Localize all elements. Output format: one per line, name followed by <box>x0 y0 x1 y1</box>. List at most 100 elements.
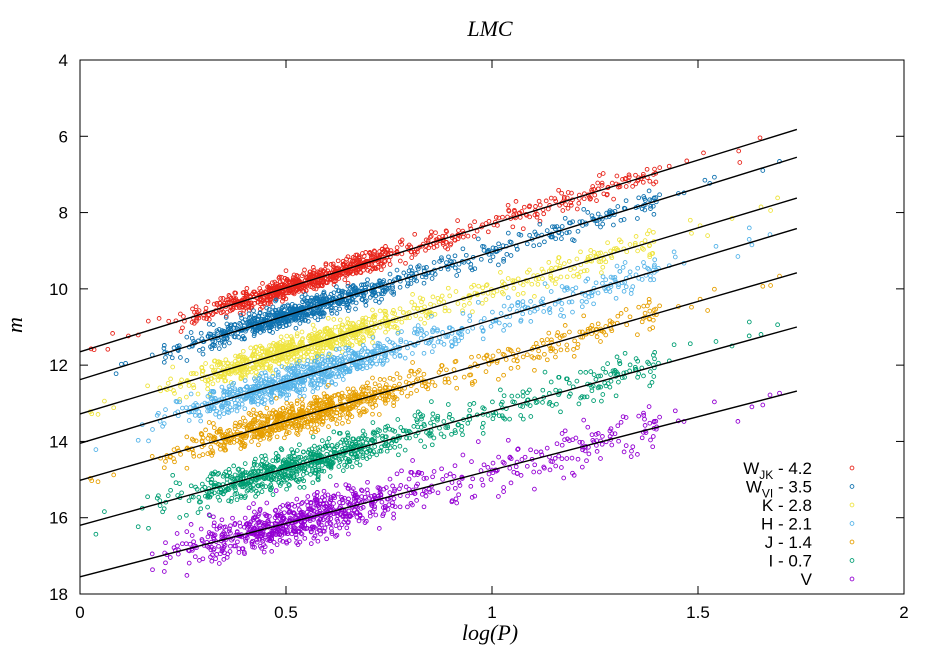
data-point <box>372 290 377 296</box>
data-point <box>510 224 516 230</box>
data-point <box>265 325 270 331</box>
data-point <box>448 241 454 247</box>
data-point <box>627 242 633 247</box>
data-point <box>373 298 378 304</box>
data-point <box>527 387 532 393</box>
data-point <box>351 288 357 294</box>
data-point <box>251 289 256 295</box>
data-point <box>641 373 646 379</box>
data-point <box>430 294 436 300</box>
data-point <box>284 323 289 328</box>
data-point <box>554 224 560 229</box>
data-point <box>687 217 693 223</box>
data-point <box>310 310 315 316</box>
data-point <box>598 224 603 230</box>
data-point <box>599 398 604 404</box>
data-point <box>262 397 268 403</box>
data-point <box>749 242 755 248</box>
data-point <box>376 412 382 417</box>
data-point <box>705 308 710 313</box>
data-point <box>216 346 222 351</box>
data-point <box>467 318 473 324</box>
data-point <box>236 334 242 340</box>
data-point <box>198 330 204 336</box>
data-point <box>578 249 583 255</box>
data-point <box>421 265 427 271</box>
data-point <box>443 244 448 250</box>
data-point <box>145 383 150 389</box>
data-point <box>540 269 546 275</box>
data-point <box>268 301 273 307</box>
data-point <box>233 290 239 296</box>
data-point <box>342 277 348 283</box>
data-point <box>520 290 526 296</box>
data-point <box>334 266 340 272</box>
data-point <box>332 274 338 279</box>
data-point <box>283 268 289 274</box>
data-point <box>505 276 511 281</box>
data-point <box>119 361 124 367</box>
data-point <box>205 382 211 388</box>
data-point <box>273 297 279 303</box>
data-point <box>397 258 403 264</box>
data-point <box>577 219 583 225</box>
data-point <box>328 305 334 311</box>
data-point <box>363 322 369 328</box>
data-point <box>490 309 495 315</box>
data-point <box>594 198 599 203</box>
data-point <box>591 398 596 403</box>
data-point <box>113 371 119 377</box>
data-point <box>270 304 276 310</box>
data-point <box>479 300 485 306</box>
data-point <box>588 196 593 201</box>
data-point <box>259 317 265 322</box>
data-point <box>687 341 693 347</box>
data-point <box>432 271 438 277</box>
data-point <box>575 228 581 234</box>
data-point <box>345 283 351 289</box>
data-point <box>339 293 345 298</box>
data-point <box>503 357 509 362</box>
data-point <box>370 375 375 381</box>
data-point <box>505 202 511 208</box>
data-point <box>422 304 427 310</box>
data-point <box>639 319 645 325</box>
data-point <box>312 315 318 320</box>
data-point <box>467 301 472 306</box>
data-point <box>344 415 350 420</box>
data-point <box>161 359 167 365</box>
data-point <box>313 296 319 301</box>
data-point <box>105 346 111 352</box>
data-point <box>620 176 625 182</box>
data-point <box>413 313 419 318</box>
data-point <box>508 365 514 371</box>
data-point <box>626 174 632 180</box>
data-point <box>257 286 263 291</box>
data-point <box>476 354 481 359</box>
data-point <box>614 263 620 269</box>
data-point <box>624 322 630 328</box>
data-point <box>520 311 526 317</box>
data-point <box>171 345 177 351</box>
data-point <box>617 269 623 274</box>
data-point <box>571 347 576 352</box>
data-point <box>214 302 220 308</box>
data-point <box>611 222 616 228</box>
data-point <box>490 254 496 260</box>
data-point <box>233 296 239 301</box>
data-point <box>647 308 653 314</box>
data-point <box>628 291 634 296</box>
data-point <box>399 319 405 325</box>
data-point <box>484 282 490 288</box>
data-point <box>635 248 640 254</box>
data-point <box>377 324 383 330</box>
data-point <box>553 349 559 354</box>
data-point <box>183 405 189 411</box>
data-point <box>206 317 212 322</box>
data-point <box>645 231 650 237</box>
data-point <box>184 434 190 440</box>
data-point <box>469 354 474 360</box>
data-point <box>246 300 252 306</box>
data-point <box>622 260 628 265</box>
data-point <box>640 171 646 177</box>
